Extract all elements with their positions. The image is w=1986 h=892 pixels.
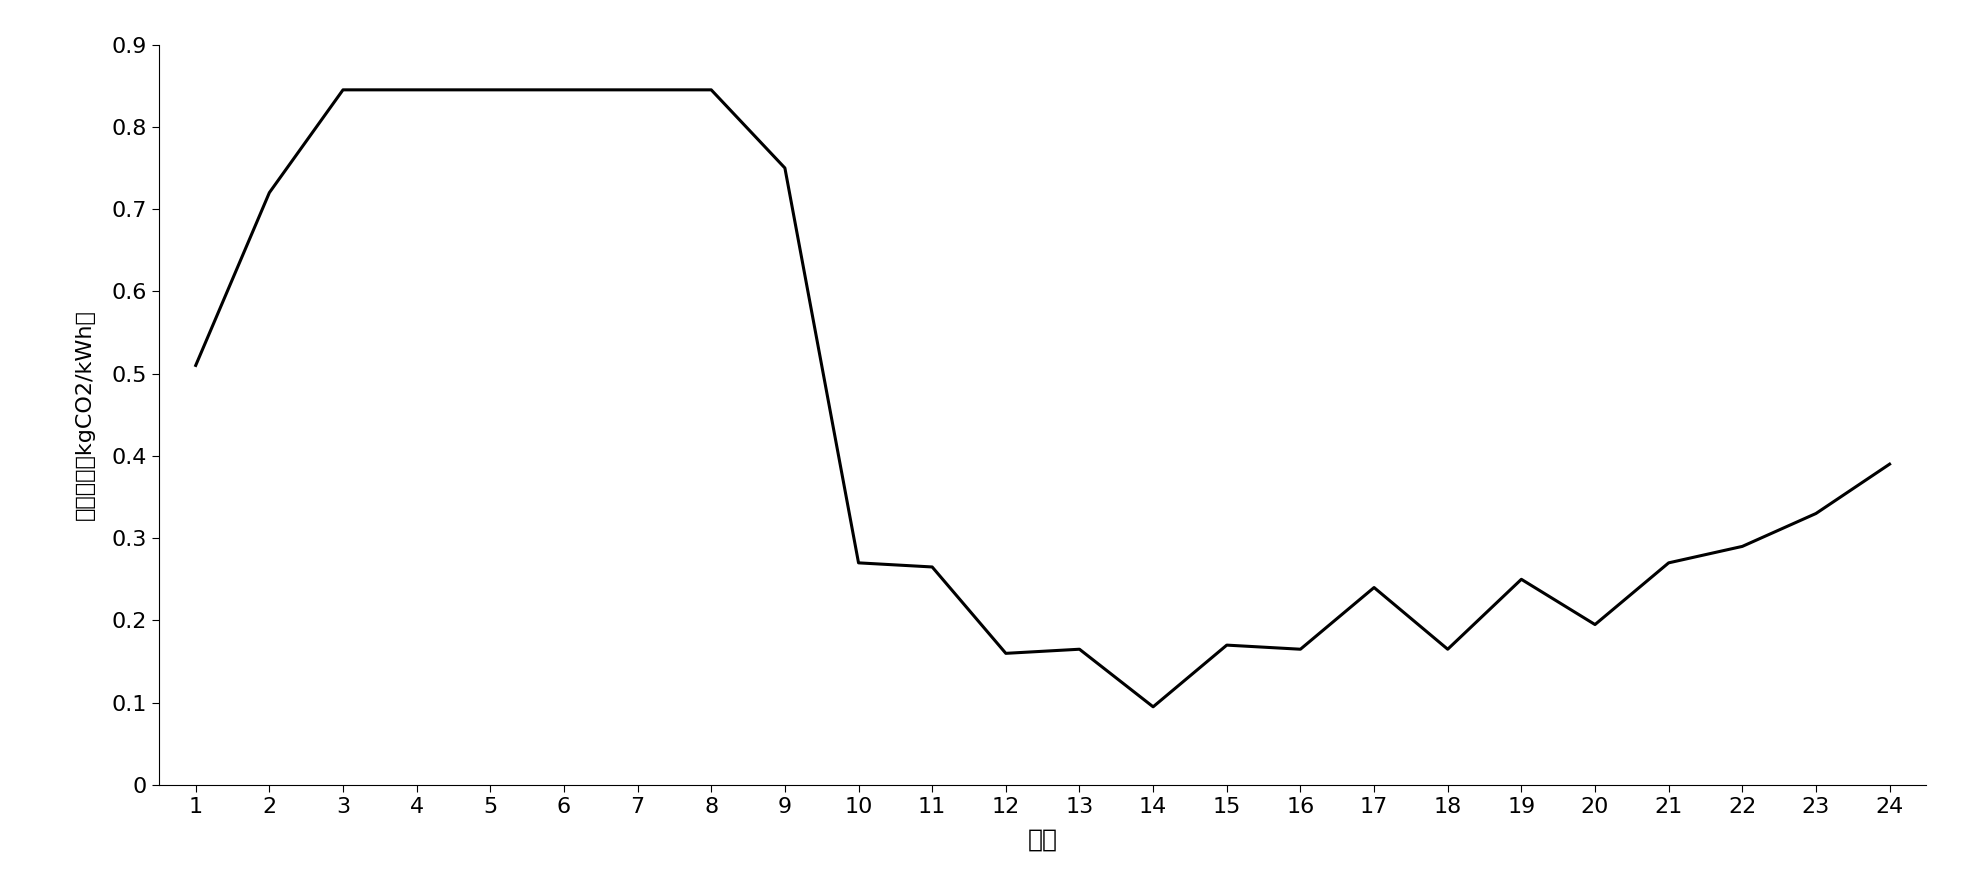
Y-axis label: 节点碳劢（kgCO2/kWh）: 节点碳劢（kgCO2/kWh） (75, 310, 95, 520)
X-axis label: 时段: 时段 (1027, 828, 1059, 852)
